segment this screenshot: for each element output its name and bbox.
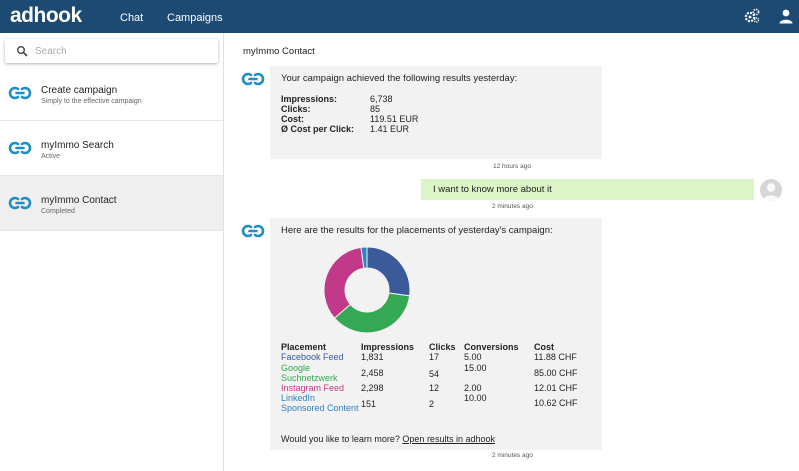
conversions-cell: 15.00	[464, 363, 487, 373]
donut-slice-facebook-feed	[366, 246, 411, 297]
gears-icon[interactable]	[744, 8, 760, 24]
clicks-cell: 2	[429, 399, 435, 409]
adhook-bot-icon	[241, 72, 265, 86]
donut-slice-linkedin-sponsored-content	[360, 246, 368, 269]
stat-value: 85	[370, 104, 381, 114]
message-timestamp: 2 minutes ago	[492, 452, 533, 459]
search-input[interactable]	[35, 43, 210, 59]
user-message-text: I want to know more about it	[433, 184, 552, 195]
col-header-cost: Cost	[534, 342, 554, 352]
donut-slice-google-suchnetzwerk	[333, 292, 411, 334]
clicks-cell: 12	[429, 383, 440, 393]
open-results-link[interactable]: Open results in adhook	[402, 434, 495, 444]
placement-name[interactable]: LinkedIn Sponsored Content	[281, 393, 359, 413]
impressions-cell: 2,458	[361, 368, 384, 378]
conversions-cell: 10.00	[464, 393, 487, 403]
stat-label: Cost:	[281, 114, 304, 124]
cost-cell: 12.01 CHF	[534, 383, 578, 393]
stat-value: 119.51 EUR	[370, 114, 419, 124]
bot-message-placements: Here are the results for the placements …	[270, 218, 602, 450]
cost-cell: 11.88 CHF	[534, 352, 577, 362]
adhook-bot-icon	[241, 224, 265, 238]
message-timestamp: 2 minutes ago	[492, 203, 533, 210]
adhook-link-icon	[8, 196, 32, 210]
stat-label: Clicks:	[281, 104, 311, 114]
learn-more-text: Would you like to learn more?	[281, 434, 400, 444]
sidebar-item-title: myImmo Search	[41, 140, 114, 151]
app-logo[interactable]: adhook	[10, 4, 82, 27]
adhook-link-icon	[8, 86, 32, 100]
conversation-title: myImmo Contact	[243, 46, 315, 57]
sidebar-item-myimmo-search[interactable]: myImmo Search Active	[0, 121, 223, 176]
search-icon	[17, 46, 28, 57]
user-avatar	[760, 179, 782, 201]
stat-label: Impressions:	[281, 94, 338, 104]
user-message: I want to know more about it	[421, 179, 754, 200]
cost-cell: 85.00 CHF	[534, 368, 578, 378]
adhook-link-icon	[8, 141, 32, 155]
message-intro: Here are the results for the placements …	[281, 225, 553, 236]
top-bar: adhook Chat Campaigns	[0, 0, 799, 33]
stat-row: Impressions: 6,738	[281, 94, 481, 104]
learn-more: Would you like to learn more? Open resul…	[281, 434, 495, 444]
cost-cell: 10.62 CHF	[534, 398, 578, 408]
user-icon[interactable]	[778, 8, 794, 24]
search-box[interactable]	[5, 39, 218, 63]
sidebar-item-title: Create campaign	[41, 85, 118, 96]
message-intro: Your campaign achieved the following res…	[281, 73, 518, 84]
avatar-person-icon	[763, 183, 779, 201]
sidebar-item-title: myImmo Contact	[41, 195, 117, 206]
impressions-cell: 151	[361, 399, 377, 409]
placements-donut-chart	[323, 246, 411, 334]
donut-slice-instagram-feed	[323, 246, 365, 319]
col-header-clicks: Clicks	[429, 342, 456, 352]
stat-row: Ø Cost per Click: 1.41 EUR	[281, 124, 481, 134]
clicks-cell: 54	[429, 369, 440, 379]
sidebar-item-subtitle: Simply to the effective campaign	[41, 98, 142, 105]
impressions-cell: 1,831	[361, 352, 384, 362]
stat-label: Ø Cost per Click:	[281, 124, 355, 134]
sidebar-item-subtitle: Active	[41, 153, 61, 160]
sidebar-item-subtitle: Completed	[41, 208, 75, 215]
conversions-cell: 5.00	[464, 352, 482, 362]
results-stats: Impressions: 6,738 Clicks: 85 Cost: 119.…	[281, 94, 481, 134]
stat-value: 1.41 EUR	[370, 124, 410, 134]
bot-message-results: Your campaign achieved the following res…	[270, 66, 602, 159]
col-header-impressions: Impressions	[361, 342, 415, 352]
placement-name[interactable]: Google Suchnetzwerk	[281, 363, 338, 383]
clicks-cell: 17	[429, 352, 440, 362]
placement-name[interactable]: Instagram Feed	[281, 383, 345, 393]
sidebar-item-myimmo-contact[interactable]: myImmo Contact Completed	[0, 176, 223, 231]
nav-chat[interactable]: Chat	[120, 12, 144, 24]
sidebar: Create campaign Simply to the effective …	[0, 33, 224, 471]
conversions-cell: 2.00	[464, 383, 482, 393]
col-header-conversions: Conversions	[464, 342, 519, 352]
message-timestamp: 12 hours ago	[493, 163, 531, 170]
col-header-placement: Placement	[281, 342, 327, 352]
nav-campaigns[interactable]: Campaigns	[167, 12, 223, 24]
stat-value: 6,738	[370, 94, 393, 104]
placement-name[interactable]: Facebook Feed	[281, 352, 344, 362]
sidebar-item-create-campaign[interactable]: Create campaign Simply to the effective …	[0, 66, 223, 121]
stat-row: Cost: 119.51 EUR	[281, 114, 481, 124]
impressions-cell: 2,298	[361, 383, 384, 393]
stat-row: Clicks: 85	[281, 104, 481, 114]
